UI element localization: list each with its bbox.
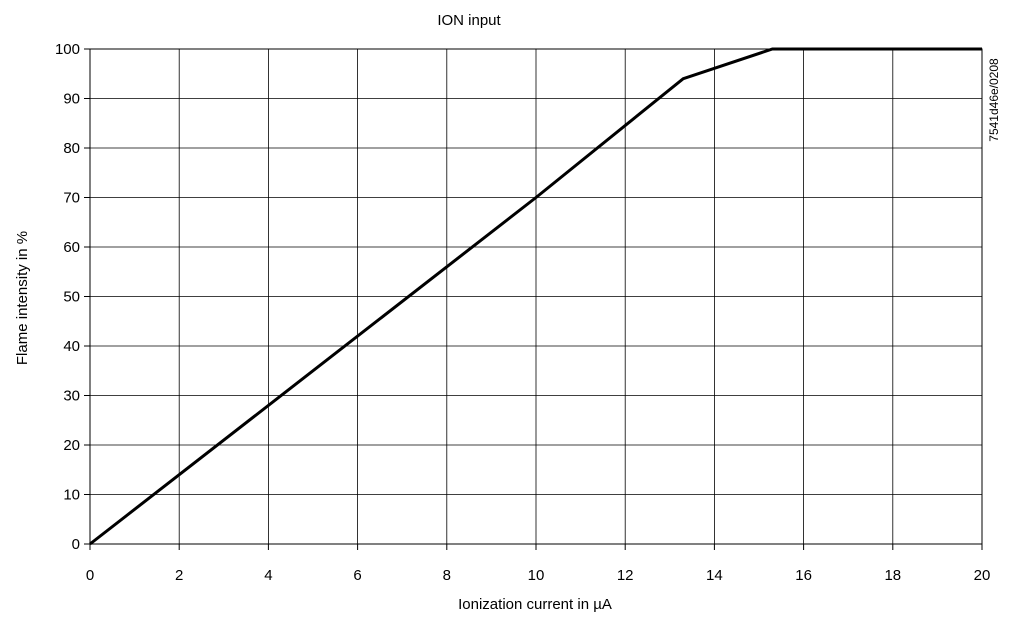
x-tick-label: 6 (353, 567, 361, 584)
y-tick-label: 40 (63, 338, 80, 355)
x-axis-title: Ionization current in µA (458, 596, 612, 613)
x-tick-label: 2 (175, 567, 183, 584)
reference-code: 7541d46e/0208 (987, 58, 1001, 142)
y-tick-label: 100 (55, 41, 80, 58)
chart-title: ION input (437, 12, 501, 29)
y-tick-label: 30 (63, 388, 80, 405)
x-tick-label: 8 (443, 567, 451, 584)
x-tick-label: 16 (795, 567, 812, 584)
plot-frame (89, 48, 983, 545)
y-axis-title: Flame intensity in % (14, 231, 31, 365)
x-tick-label: 12 (617, 567, 634, 584)
x-tick-label: 0 (86, 567, 94, 584)
y-tick-label: 0 (72, 536, 80, 553)
y-tick-label: 90 (63, 91, 80, 108)
y-tick-label: 20 (63, 437, 80, 454)
tick-labels: 0 2 4 6 8 10 12 14 16 18 20 0 10 20 30 40 50 60 70 80 90 100 (55, 41, 990, 584)
y-tick-label: 60 (63, 239, 80, 256)
series-layer (89, 47, 982, 546)
y-tick-label: 50 (63, 289, 80, 306)
x-tick-label: 20 (974, 567, 991, 584)
grid (89, 48, 983, 545)
y-tick-label: 80 (63, 140, 80, 157)
y-tick-label: 10 (63, 487, 80, 504)
x-tick-label: 18 (884, 567, 901, 584)
x-tick-label: 14 (706, 567, 723, 584)
axes (84, 48, 983, 550)
x-tick-label: 10 (528, 567, 545, 584)
series-line (89, 47, 982, 546)
y-tick-label: 70 (63, 190, 80, 207)
x-tick-label: 4 (264, 567, 272, 584)
